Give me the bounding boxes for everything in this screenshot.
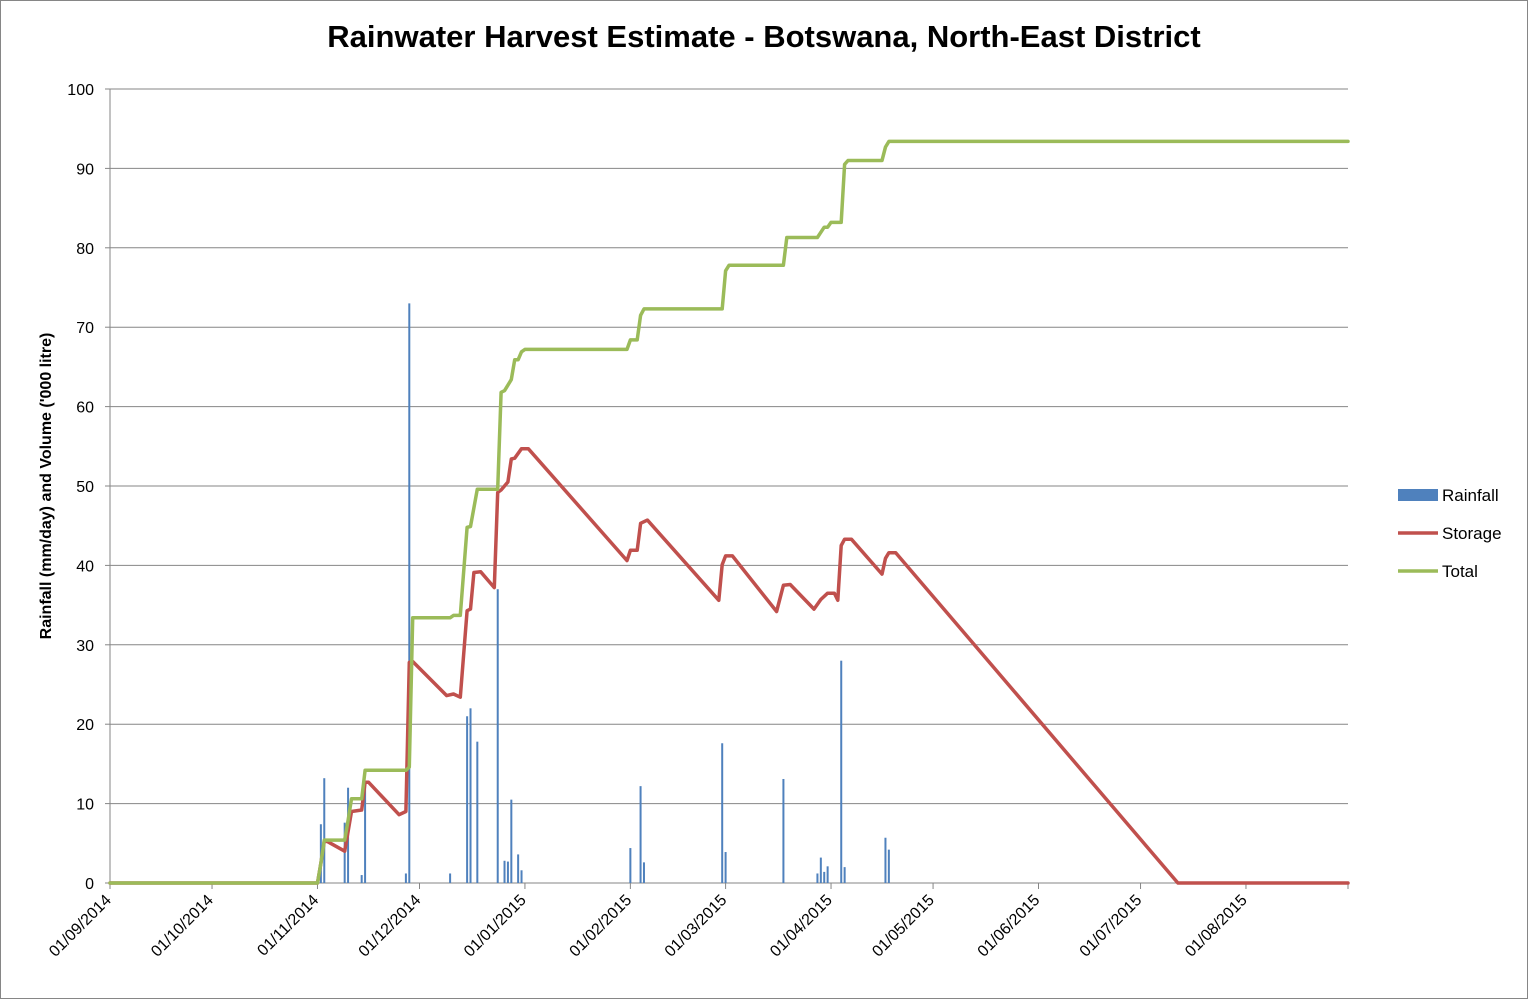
legend-swatch-rainfall <box>1398 489 1438 501</box>
legend-item-total[interactable]: Total <box>1398 562 1478 581</box>
y-tick-label: 60 <box>76 400 94 417</box>
rainfall-bar <box>724 852 727 883</box>
y-tick-label: 90 <box>76 161 94 178</box>
rainfall-bar <box>449 873 452 883</box>
x-tick-label: 01/06/2015 <box>975 892 1044 961</box>
total-line <box>108 139 1350 885</box>
rainfall-bar <box>826 866 829 883</box>
rainfall-bar <box>823 871 826 883</box>
rainfall-bar <box>503 860 506 883</box>
axes <box>105 88 1349 889</box>
x-tick-label: 01/12/2014 <box>356 892 425 961</box>
gridlines <box>110 88 1348 805</box>
y-tick-label: 80 <box>76 241 94 258</box>
rainfall-bar <box>476 741 479 883</box>
rainfall-bar <box>843 867 846 883</box>
y-tick-label: 10 <box>76 797 94 814</box>
rainfall-bar <box>721 743 724 883</box>
legend[interactable]: Rainfall Storage Total <box>1398 486 1502 581</box>
y-tick-label: 20 <box>76 717 94 734</box>
rainfall-bar <box>816 873 819 883</box>
x-tick-label: 01/03/2015 <box>662 892 731 961</box>
rainfall-bar <box>510 799 513 883</box>
rainfall-bar <box>782 778 785 883</box>
rainfall-bar <box>408 303 411 883</box>
rainfall-bar <box>517 854 520 883</box>
x-tick-label: 01/02/2015 <box>567 892 636 961</box>
x-tick-label: 01/11/2014 <box>254 892 322 960</box>
rainfall-bar <box>887 849 890 883</box>
rainfall-bar <box>520 870 523 883</box>
rainfall-bar <box>360 875 363 883</box>
y-tick-label: 100 <box>67 82 94 99</box>
chart-title: Rainwater Harvest Estimate - Botswana, N… <box>327 19 1201 54</box>
rainfall-bar <box>819 857 822 883</box>
rainfall-bar <box>506 861 509 883</box>
legend-item-storage[interactable]: Storage <box>1398 524 1502 543</box>
y-tick-label: 40 <box>76 558 94 575</box>
legend-label: Storage <box>1442 524 1502 543</box>
rainfall-bar <box>642 862 645 883</box>
rainfall-bar <box>884 837 887 883</box>
storage-line <box>108 446 1350 885</box>
y-tick-label: 0 <box>85 876 94 893</box>
y-tick-label: 50 <box>76 479 94 496</box>
x-tick-label: 01/01/2015 <box>461 892 530 961</box>
rainfall-bar <box>466 716 469 883</box>
rainfall-bar <box>364 783 367 883</box>
rainfall-bar <box>469 708 472 883</box>
rainfall-bar <box>323 778 326 883</box>
x-tick-label: 01/09/2014 <box>46 892 115 961</box>
x-tick-label: 01/07/2015 <box>1077 892 1146 961</box>
legend-item-rainfall[interactable]: Rainfall <box>1398 486 1499 505</box>
x-tick-label: 01/08/2015 <box>1182 892 1251 961</box>
rainfall-bar <box>404 873 407 883</box>
legend-label: Rainfall <box>1442 486 1499 505</box>
x-tick-label: 01/10/2014 <box>148 892 217 961</box>
rainfall-bar <box>496 589 499 883</box>
y-tick-label: 30 <box>76 638 94 655</box>
rainfall-bar <box>639 786 642 883</box>
x-tick-label: 01/05/2015 <box>869 892 938 961</box>
rainfall-bar <box>840 660 843 883</box>
rainfall-bar <box>629 848 632 883</box>
x-tick-label: 01/04/2015 <box>767 892 836 961</box>
y-tick-label: 70 <box>76 320 94 337</box>
series-lines <box>108 139 1350 885</box>
legend-label: Total <box>1442 562 1478 581</box>
